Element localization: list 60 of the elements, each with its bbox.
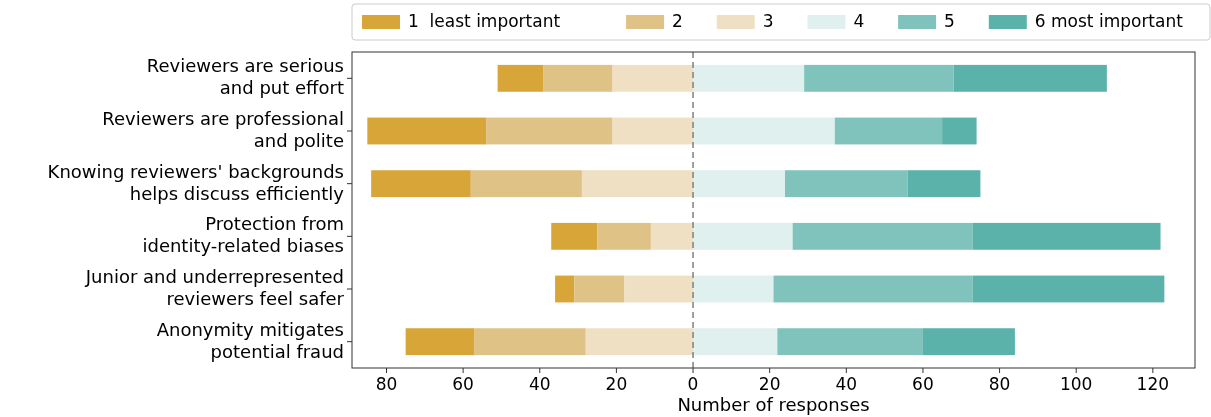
bar [497, 64, 544, 92]
bar [693, 64, 805, 92]
x-tick-label: 120 [1136, 374, 1170, 394]
x-tick-label: 20 [758, 374, 781, 394]
y-tick-label: Anonymity mitigates potential fraud [156, 318, 344, 362]
legend-label: 2 [672, 11, 683, 31]
legend-label: 1 least important [408, 11, 561, 31]
bar [470, 170, 582, 198]
bar [693, 117, 835, 145]
bar [555, 275, 575, 303]
bar [585, 328, 694, 356]
bar [650, 222, 694, 250]
bar [624, 275, 694, 303]
bar [834, 117, 943, 145]
y-tick-label: Knowing reviewers' backgrounds helps discuss efficiently [47, 160, 345, 204]
y-tick-label: Reviewers are professional and polite [102, 108, 344, 151]
bar [612, 117, 694, 145]
bar [581, 170, 694, 198]
x-tick-label: 40 [528, 374, 551, 394]
bar [693, 222, 793, 250]
bar [367, 117, 487, 145]
bar [792, 222, 973, 250]
bar [693, 170, 785, 198]
x-tick-label: 0 [687, 374, 699, 394]
bar [597, 222, 651, 250]
y-tick-label: Protection from identity-related biases [142, 213, 344, 257]
legend-label: 5 [944, 11, 955, 31]
bar [612, 64, 694, 92]
bar [972, 275, 1165, 303]
bar [785, 170, 908, 198]
bar [922, 328, 1015, 356]
bar [907, 170, 981, 198]
y-tick-label: Junior and underrepresented reviewers feel safer [84, 266, 345, 309]
bar [693, 275, 774, 303]
bar [942, 117, 977, 145]
bar [543, 64, 613, 92]
bar [474, 328, 586, 356]
x-tick-label: 100 [1059, 374, 1093, 394]
legend-label: 3 [762, 11, 774, 31]
bar [804, 64, 954, 92]
x-tick-label: 80 [988, 374, 1011, 394]
y-tick-label: Reviewers are serious and put effort [146, 55, 344, 99]
x-tick-label: 80 [375, 374, 398, 394]
bar [551, 222, 598, 250]
bar [486, 117, 613, 145]
x-tick-label: 60 [912, 374, 934, 394]
bar [371, 170, 471, 198]
legend-label: 6 most important [1034, 11, 1184, 31]
bar [953, 64, 1107, 92]
x-tick-label: 40 [835, 374, 858, 394]
bar [574, 275, 625, 303]
x-tick-label: 20 [605, 374, 628, 394]
x-axis-title: Number of responses [677, 394, 870, 415]
x-tick-label: 60 [452, 374, 474, 394]
bar [693, 328, 778, 356]
bar [777, 328, 923, 356]
bar [405, 328, 475, 356]
legend-label: 4 [853, 11, 865, 31]
bar [773, 275, 973, 303]
bar [972, 222, 1161, 250]
